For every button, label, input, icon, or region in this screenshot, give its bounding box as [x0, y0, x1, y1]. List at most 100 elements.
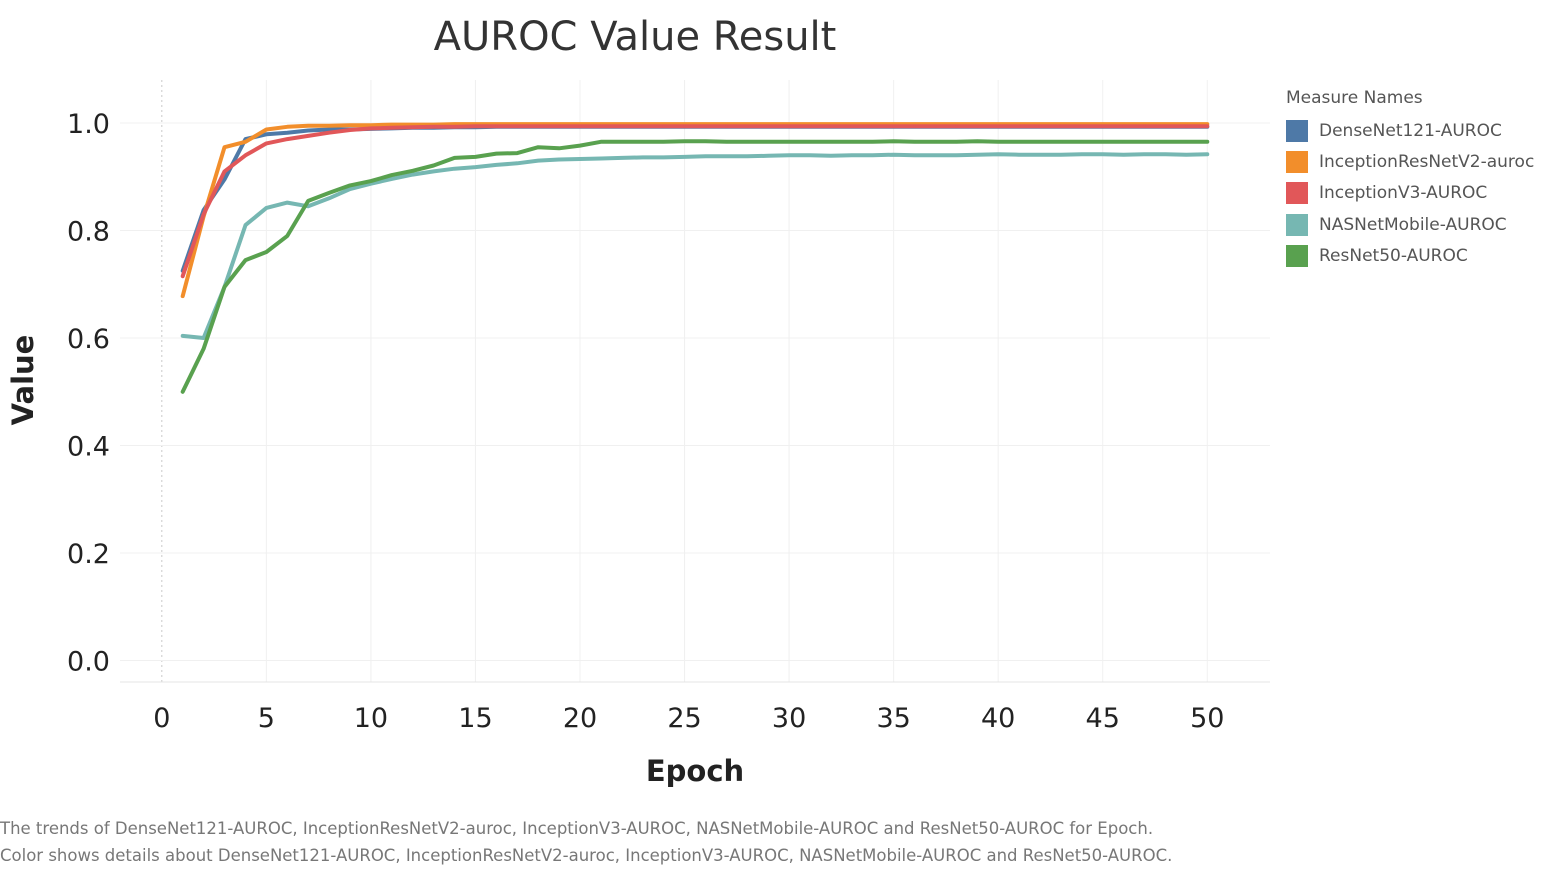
data-point [599, 157, 603, 160]
legend-item[interactable]: DenseNet121-AUROC [1286, 115, 1552, 146]
data-point [453, 167, 456, 171]
data-point [327, 128, 331, 131]
y-tick-label: 0.0 [67, 647, 110, 678]
data-point [787, 124, 791, 128]
data-point [641, 156, 645, 159]
data-point [327, 131, 331, 135]
data-point [348, 187, 352, 191]
data-point [285, 201, 289, 204]
data-point [285, 137, 289, 141]
data-point [536, 159, 540, 163]
data-point [975, 124, 979, 128]
data-point [1122, 124, 1126, 128]
data-point [683, 124, 686, 128]
data-point [306, 129, 310, 132]
legend-item[interactable]: InceptionV3-AUROC [1286, 178, 1552, 209]
data-point [996, 140, 1000, 144]
data-point [1101, 124, 1105, 128]
data-point [766, 154, 770, 158]
legend-item[interactable]: NASNetMobile-AUROC [1286, 209, 1552, 240]
y-tick-label: 1.0 [67, 109, 110, 140]
data-point [411, 125, 415, 129]
data-point [536, 124, 540, 128]
data-point [683, 139, 686, 143]
data-point [641, 124, 645, 128]
data-point [996, 152, 1000, 156]
data-point [745, 124, 749, 128]
data-point [264, 206, 268, 210]
legend-swatch [1286, 119, 1308, 142]
data-point [369, 123, 373, 127]
data-point [850, 124, 854, 128]
legend-items: DenseNet121-AUROC InceptionResNetV2-auroc… [1286, 115, 1552, 271]
data-point [954, 153, 958, 157]
data-point [1017, 153, 1021, 157]
legend-swatch [1286, 150, 1308, 173]
data-point [432, 169, 436, 173]
data-point [913, 140, 916, 144]
data-point [787, 153, 791, 157]
data-point [557, 158, 561, 161]
data-point [850, 153, 854, 157]
series-line-nasnetmobile-auroc [180, 152, 1210, 340]
data-point [557, 146, 561, 150]
data-point [934, 140, 937, 144]
x-tick-label: 35 [876, 703, 910, 734]
data-point [202, 336, 206, 340]
chart-caption: The trends of DenseNet121-AUROC, Incepti… [0, 815, 1552, 869]
data-point [181, 274, 185, 278]
data-point [264, 250, 268, 254]
legend-label: ResNet50-AUROC [1319, 245, 1468, 266]
data-point [829, 154, 833, 158]
data-point [829, 124, 833, 128]
legend-item[interactable]: ResNet50-AUROC [1286, 240, 1552, 271]
data-point [474, 124, 477, 128]
data-point [1122, 153, 1126, 157]
data-point [285, 125, 289, 129]
data-point [390, 123, 394, 127]
data-point [390, 126, 394, 130]
data-point [996, 124, 1000, 128]
data-point [1038, 140, 1042, 144]
data-point [1205, 124, 1209, 128]
data-point [348, 123, 352, 127]
data-point [913, 124, 916, 128]
data-point [244, 223, 247, 227]
data-point [871, 140, 875, 144]
data-point [264, 132, 268, 136]
y-axis-label: Value [6, 335, 40, 426]
data-point [557, 124, 561, 128]
x-tick-label: 15 [458, 703, 492, 734]
data-point [1143, 140, 1146, 144]
data-point [244, 140, 247, 144]
data-point [1164, 124, 1167, 128]
series-lines [180, 122, 1210, 394]
legend-swatch [1286, 182, 1308, 205]
legend-label: InceptionResNetV2-auroc [1319, 151, 1535, 172]
x-tick-label: 5 [258, 703, 275, 734]
data-point [787, 140, 791, 144]
data-point [934, 153, 937, 157]
data-point [1017, 124, 1021, 128]
data-point [766, 140, 770, 144]
data-point [202, 347, 206, 351]
data-point [327, 191, 331, 195]
data-point [515, 161, 519, 165]
data-point [264, 142, 268, 145]
data-point [1059, 124, 1063, 128]
data-point [745, 140, 749, 144]
data-point [494, 152, 498, 156]
data-point [683, 155, 686, 159]
x-tick-label: 25 [667, 703, 701, 734]
data-point [306, 134, 310, 138]
data-point [662, 156, 666, 159]
data-point [704, 139, 707, 143]
legend-item[interactable]: InceptionResNetV2-auroc [1286, 146, 1552, 177]
data-point [808, 124, 812, 128]
data-point [913, 153, 916, 157]
data-point [369, 179, 373, 183]
data-point [474, 155, 477, 159]
data-point [1038, 124, 1042, 128]
data-point [1205, 140, 1209, 144]
data-point [494, 163, 498, 167]
